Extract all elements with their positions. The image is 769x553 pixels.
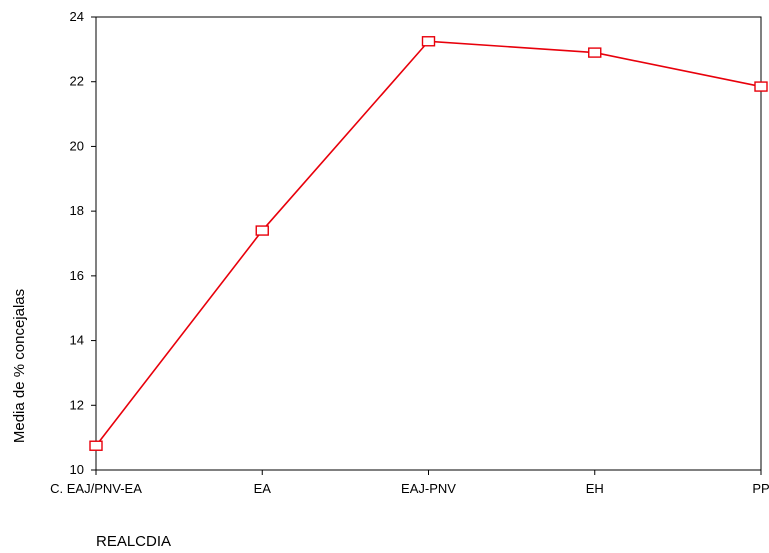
data-point-marker [588, 47, 602, 58]
data-point-marker [255, 225, 269, 236]
y-axis-title: Media de % concejalas [11, 289, 28, 443]
series-layer [89, 36, 768, 451]
y-tick-label: 12 [70, 397, 84, 412]
data-point-marker [421, 36, 436, 47]
y-tick-label: 22 [70, 74, 84, 89]
y-tick-label: 20 [70, 138, 84, 153]
y-tick-label: 10 [70, 462, 84, 477]
plot-border [95, 16, 762, 471]
x-axis: C. EAJ/PNV-EA EA EAJ-PNV EH PP [50, 470, 769, 496]
data-point-marker [89, 440, 103, 451]
series-line [95, 40, 762, 447]
y-tick-label: 16 [70, 268, 84, 283]
x-tick-label: EAJ-PNV [401, 481, 456, 496]
x-tick-label: EA [254, 481, 272, 496]
y-tick-label: 24 [70, 9, 84, 24]
plot-frame [95, 16, 762, 471]
x-tick-label: EH [586, 481, 604, 496]
y-tick-label: 18 [70, 203, 84, 218]
data-point-marker [754, 81, 768, 92]
x-tick-label: C. EAJ/PNV-EA [50, 481, 142, 496]
y-tick-label: 14 [70, 333, 84, 348]
x-tick-label: PP [752, 481, 769, 496]
y-axis: 10 12 14 16 18 20 22 24 [70, 9, 96, 477]
x-axis-title: REALCDIA [96, 533, 171, 548]
